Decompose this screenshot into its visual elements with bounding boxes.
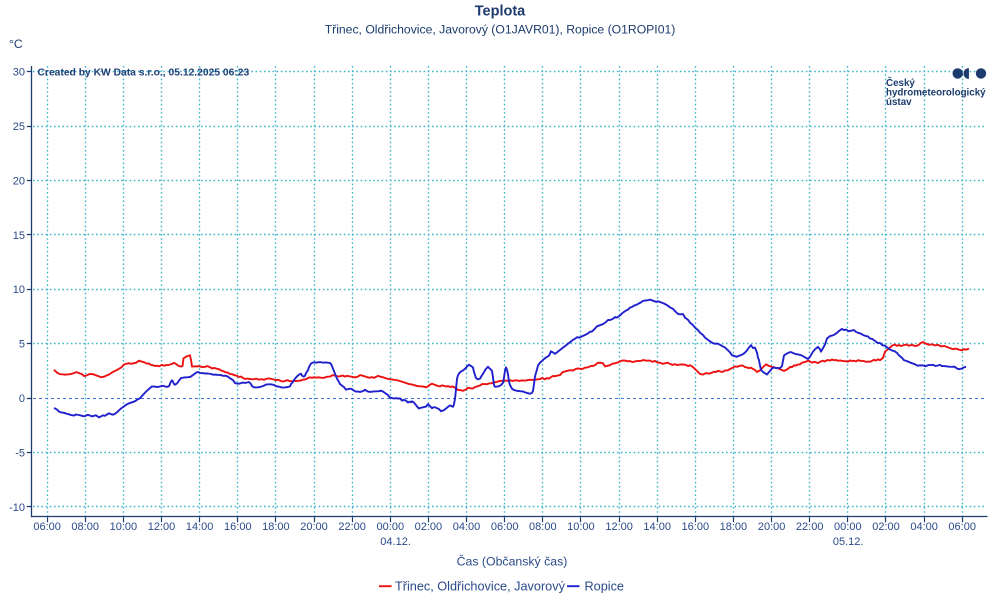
svg-text:Český: Český — [886, 77, 915, 89]
svg-text:14:00: 14:00 — [186, 521, 214, 533]
svg-text:ústav: ústav — [886, 97, 912, 108]
svg-text:22:00: 22:00 — [796, 521, 824, 533]
svg-text:06:00: 06:00 — [491, 521, 519, 533]
svg-text:Teplota: Teplota — [475, 3, 526, 19]
svg-text:hydrometeorologický: hydrometeorologický — [886, 88, 986, 99]
svg-text:20: 20 — [13, 175, 25, 187]
svg-text:0: 0 — [19, 393, 25, 405]
svg-text:°C: °C — [9, 37, 23, 51]
svg-text:10:00: 10:00 — [110, 521, 138, 533]
svg-text:22:00: 22:00 — [338, 521, 366, 533]
svg-text:08:00: 08:00 — [529, 521, 557, 533]
svg-text:25: 25 — [13, 121, 25, 133]
svg-text:02:00: 02:00 — [415, 521, 443, 533]
svg-text:-5: -5 — [15, 448, 25, 460]
svg-text:16:00: 16:00 — [224, 521, 252, 533]
svg-text:15: 15 — [13, 230, 25, 242]
svg-text:10:00: 10:00 — [567, 521, 595, 533]
svg-text:06:00: 06:00 — [33, 521, 61, 533]
svg-text:12:00: 12:00 — [605, 521, 633, 533]
svg-text:18:00: 18:00 — [262, 521, 290, 533]
svg-text:-10: -10 — [9, 502, 25, 514]
svg-text:08:00: 08:00 — [71, 521, 99, 533]
svg-text:Ropice: Ropice — [585, 580, 625, 594]
svg-text:20:00: 20:00 — [300, 521, 328, 533]
svg-text:20:00: 20:00 — [758, 521, 786, 533]
svg-text:04:00: 04:00 — [910, 521, 938, 533]
svg-text:Created by KW Data s.r.o., 05.: Created by KW Data s.r.o., 05.12.2025 06… — [38, 68, 250, 79]
svg-text:16:00: 16:00 — [682, 521, 710, 533]
svg-text:5: 5 — [19, 339, 25, 351]
svg-text:30: 30 — [13, 67, 25, 79]
svg-text:02:00: 02:00 — [872, 521, 900, 533]
svg-text:00:00: 00:00 — [377, 521, 405, 533]
svg-text:04:00: 04:00 — [453, 521, 481, 533]
svg-text:Čas (Občanský čas): Čas (Občanský čas) — [457, 553, 568, 568]
svg-text:06:00: 06:00 — [948, 521, 976, 533]
svg-text:12:00: 12:00 — [148, 521, 176, 533]
svg-text:18:00: 18:00 — [720, 521, 748, 533]
svg-text:04.12.: 04.12. — [380, 536, 411, 548]
svg-text:10: 10 — [13, 284, 25, 296]
svg-text:05.12.: 05.12. — [833, 536, 864, 548]
svg-text:Třinec, Oldřichovice, Javorový: Třinec, Oldřichovice, Javorový (O1JAVR01… — [325, 23, 676, 37]
svg-text:14:00: 14:00 — [643, 521, 671, 533]
svg-text:00:00: 00:00 — [834, 521, 862, 533]
svg-text:Třinec, Oldřichovice, Javorový: Třinec, Oldřichovice, Javorový — [395, 580, 566, 594]
